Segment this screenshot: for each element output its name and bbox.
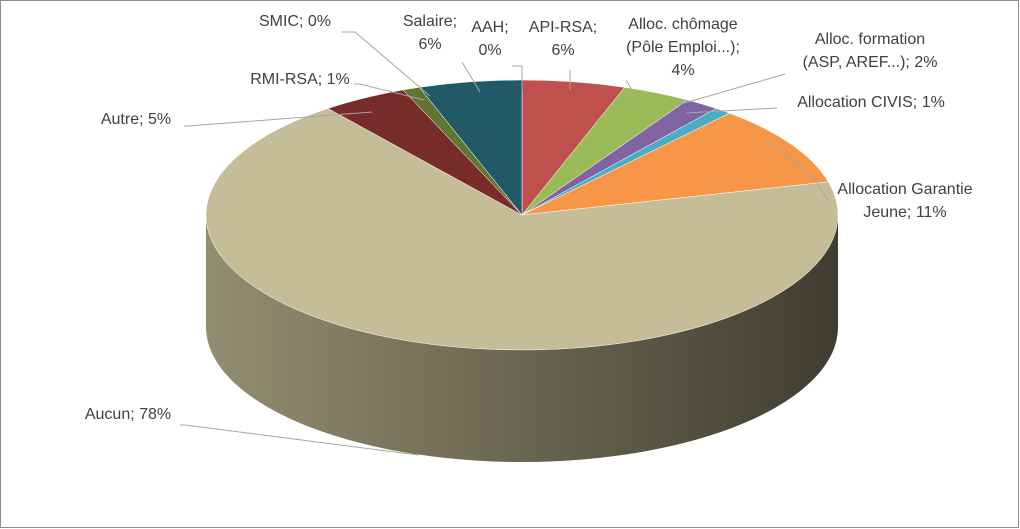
label-separator: ; [593, 19, 597, 36]
value-label: 1% [922, 94, 945, 111]
label-separator: ; [130, 406, 139, 423]
pie-sides [206, 215, 838, 462]
leader-line [180, 424, 419, 456]
label-separator: ; [905, 54, 914, 71]
category-label: Salaire [403, 13, 453, 30]
data-label: Salaire; [403, 13, 457, 30]
category-label: Jeune [863, 204, 907, 221]
leader-line [685, 107, 778, 114]
data-label: (Pôle Emploi...); [626, 39, 740, 56]
category-label: (ASP, AREF...) [803, 54, 906, 71]
label-separator: ; [504, 19, 508, 36]
value-label: 0% [478, 42, 501, 59]
value-label: 11% [916, 204, 947, 221]
data-label: RMI-RSA; 1% [250, 71, 350, 88]
data-label: 4% [671, 62, 694, 79]
leader-line [625, 79, 639, 101]
label-separator: ; [913, 94, 922, 111]
value-label: 5% [148, 111, 171, 128]
data-label: Alloc. formation [815, 31, 925, 48]
data-label: 6% [551, 42, 574, 59]
leader-line [342, 31, 431, 97]
leader-line [184, 111, 373, 127]
value-label: 1% [327, 71, 350, 88]
leader-line [512, 65, 523, 90]
value-label: 6% [418, 36, 441, 53]
category-label: Allocation Garantie [837, 181, 972, 198]
category-label: API-RSA [529, 19, 593, 36]
label-separator: ; [453, 13, 457, 30]
category-label: AAH [471, 19, 504, 36]
label-separator: ; [907, 204, 916, 221]
data-label: API-RSA; [529, 19, 597, 36]
data-label: 0% [478, 42, 501, 59]
value-label: 78% [139, 406, 171, 423]
value-label: 4% [671, 62, 694, 79]
leader-line [673, 73, 786, 107]
category-label: (Pôle Emploi...) [626, 39, 735, 56]
side-shade [206, 215, 838, 462]
data-label: SMIC; 0% [259, 13, 331, 30]
data-label: Jeune; 11% [863, 204, 946, 221]
data-label: Aucun; 78% [85, 406, 171, 423]
data-label: Alloc. chômage [628, 16, 737, 33]
leader-line [764, 139, 829, 201]
label-separator: ; [299, 13, 308, 30]
label-separator: ; [318, 71, 327, 88]
label-separator: ; [139, 111, 148, 128]
category-label: Autre [101, 111, 139, 128]
data-label: 6% [418, 36, 441, 53]
data-label: Allocation CIVIS; 1% [797, 94, 945, 111]
category-label: SMIC [259, 13, 299, 30]
slice [521, 112, 829, 216]
category-label: Alloc. formation [815, 31, 925, 48]
data-label: (ASP, AREF...); 2% [803, 54, 938, 71]
data-label: Allocation Garantie [837, 181, 972, 198]
category-label: RMI-RSA [250, 71, 318, 88]
data-label: AAH; [471, 19, 508, 36]
leader-line [461, 61, 481, 93]
category-label: Allocation CIVIS [797, 94, 913, 111]
category-label: Alloc. chômage [628, 16, 737, 33]
category-label: Aucun [85, 406, 130, 423]
data-label: Autre; 5% [101, 111, 171, 128]
slice [205, 108, 839, 351]
value-label: 0% [308, 13, 331, 30]
value-label: 6% [551, 42, 574, 59]
leader-line [354, 83, 425, 101]
value-label: 2% [914, 54, 937, 71]
label-separator: ; [735, 39, 739, 56]
pie-top [205, 79, 839, 351]
